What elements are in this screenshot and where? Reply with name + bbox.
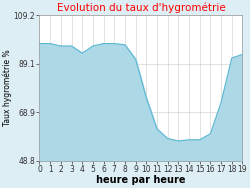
Title: Evolution du taux d'hygrométrie: Evolution du taux d'hygrométrie (56, 3, 225, 13)
Y-axis label: Taux hygrométrie %: Taux hygrométrie % (3, 50, 12, 126)
X-axis label: heure par heure: heure par heure (96, 175, 186, 185)
